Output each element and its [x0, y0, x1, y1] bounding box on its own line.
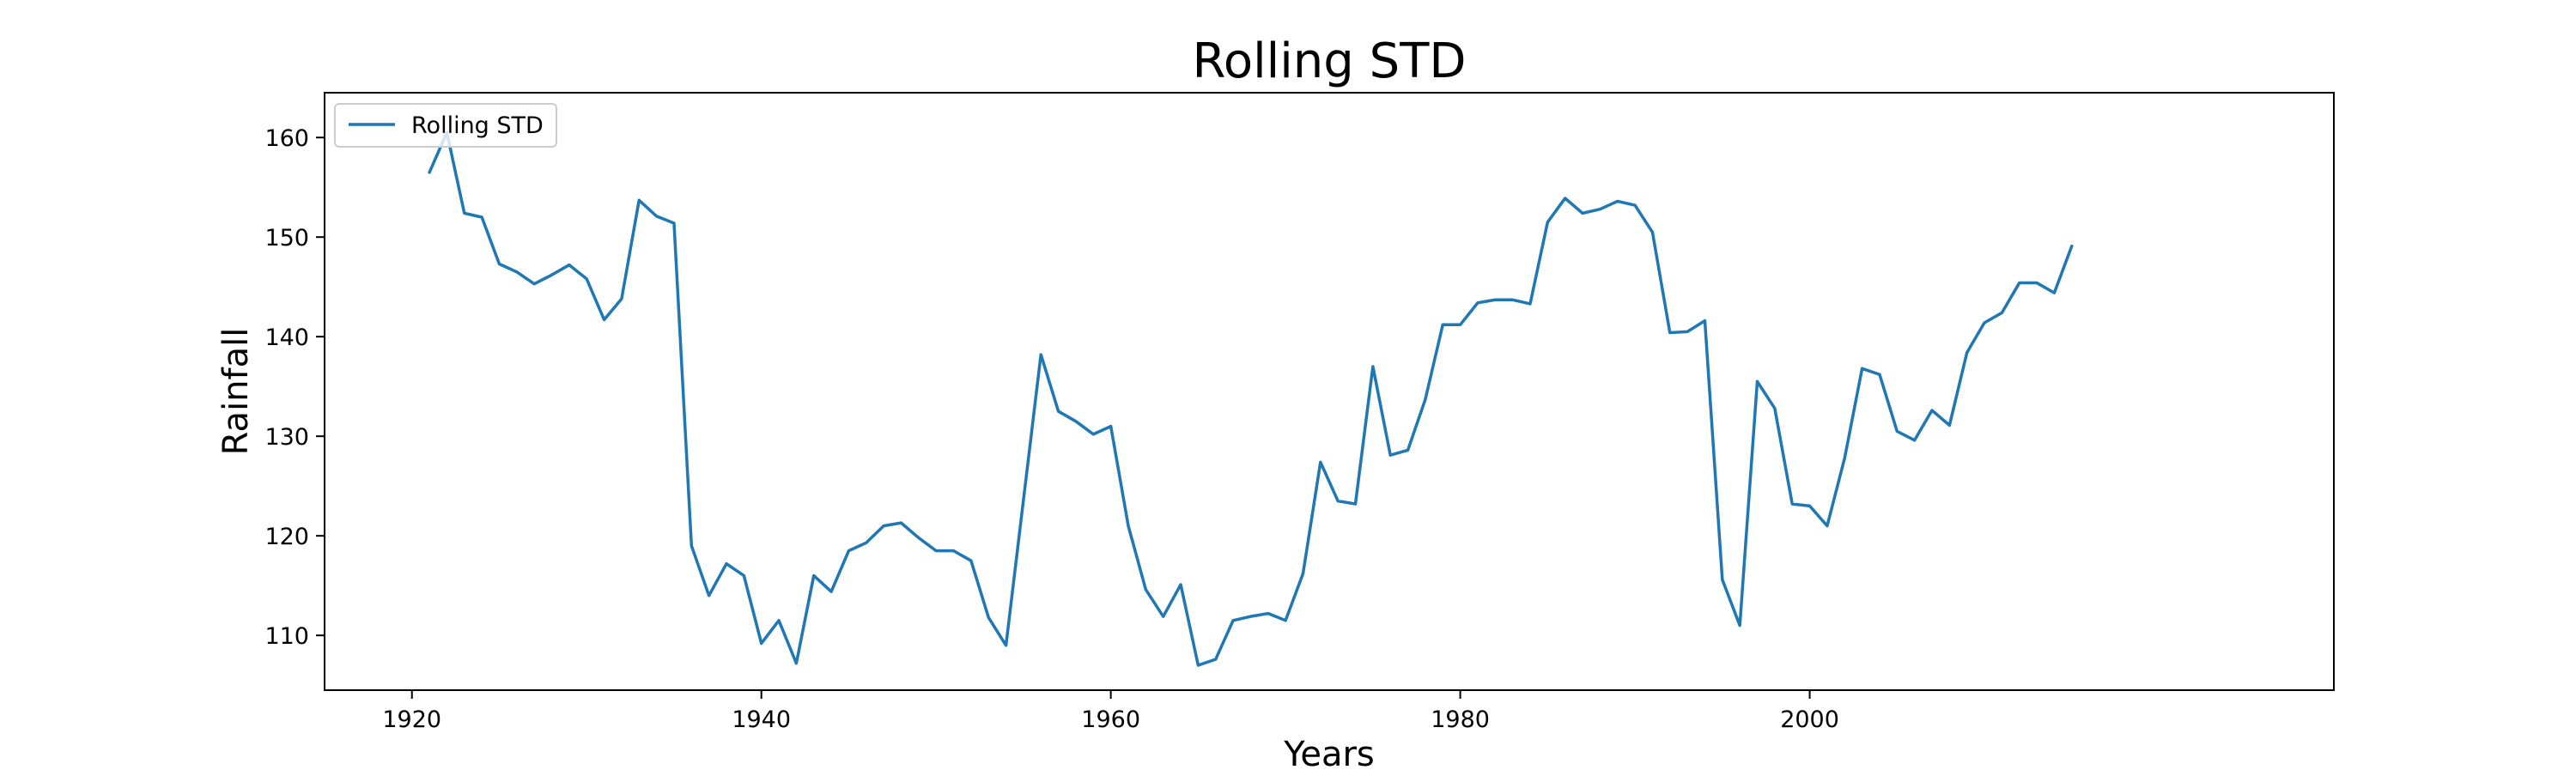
- y-tick-label: 140: [264, 324, 309, 351]
- y-axis-label: Rainfall: [216, 328, 256, 456]
- legend-box: [334, 103, 557, 148]
- x-tick-label: 2000: [1780, 706, 1839, 733]
- y-tick-label: 160: [264, 125, 309, 152]
- y-tick-label: 150: [264, 225, 309, 252]
- x-axis-label: Years: [1283, 735, 1375, 773]
- x-tick-label: 1920: [382, 706, 441, 733]
- x-tick-label: 1960: [1081, 706, 1140, 733]
- plot-area: 1920 1940 1960 1980 2000 110 120 130 140 150 160: [264, 92, 2335, 733]
- y-axis-ticks: 110 120 130 140 150 160: [264, 125, 325, 650]
- y-tick-label: 110: [264, 623, 309, 650]
- x-axis-ticks: 1920 1940 1960 1980 2000: [382, 690, 1839, 733]
- legend-label-rolling-std: Rolling STD: [411, 112, 544, 139]
- x-tick-label: 1980: [1431, 706, 1490, 733]
- series-line-rolling-std: [428, 130, 2074, 667]
- chart-title: Rolling STD: [1192, 33, 1466, 89]
- y-tick-label: 130: [264, 424, 309, 451]
- plot-frame: [324, 92, 2335, 691]
- x-tick-label: 1940: [732, 706, 791, 733]
- legend: Rolling STD: [334, 103, 557, 148]
- y-tick-label: 120: [264, 524, 309, 550]
